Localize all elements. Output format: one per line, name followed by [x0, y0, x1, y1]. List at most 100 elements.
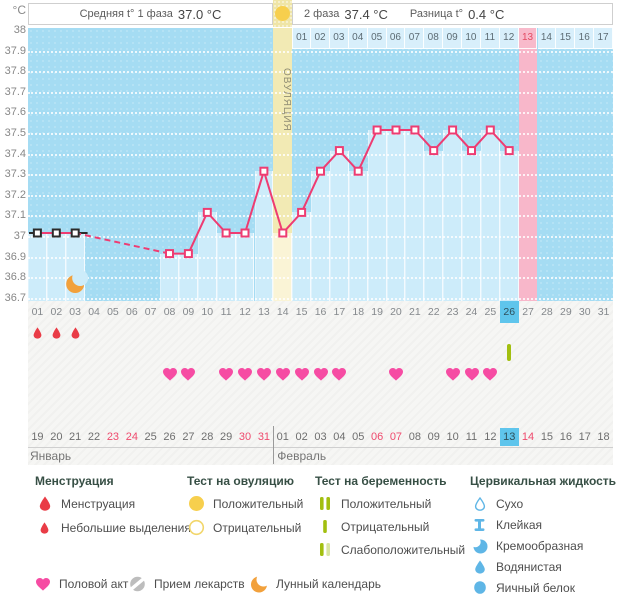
cycle-day-cell-04[interactable]: 04	[88, 306, 100, 318]
calendar-date-Январь-27[interactable]: 27	[182, 431, 195, 443]
calendar-date-Февраль-11[interactable]: 11	[465, 431, 478, 443]
cycle-day-cell-07[interactable]: 07	[144, 306, 157, 318]
cycle-day-cell-17[interactable]: 17	[333, 306, 346, 318]
phase2-label: 2 фаза	[304, 8, 340, 20]
calendar-date-Январь-21[interactable]: 21	[69, 431, 82, 443]
legend-item-cf-eggwhite: Яичный белок	[470, 579, 575, 596]
cycle-day-cell-25[interactable]: 25	[484, 306, 497, 318]
cycle-day-cell-09[interactable]: 09	[182, 306, 195, 318]
day-column-fill	[424, 150, 444, 301]
dpo-cell-01: 01	[292, 28, 312, 49]
calendar-date-Февраль-12[interactable]: 12	[484, 431, 497, 443]
temp-point-day-2[interactable]	[51, 228, 61, 238]
calendar-date-Февраль-18[interactable]: 18	[597, 431, 610, 443]
cycle-day-cell-11[interactable]: 11	[220, 306, 232, 318]
calendar-date-Февраль-02[interactable]: 02	[295, 431, 308, 443]
legend-label: Слабоположительный	[341, 542, 466, 557]
temp-point-day-22[interactable]	[429, 146, 439, 156]
cycle-day-cell-19[interactable]: 19	[371, 306, 383, 318]
temp-point-day-9[interactable]	[183, 249, 193, 259]
y-axis-tick-37.9: 37.9	[4, 44, 26, 57]
cycle-day-cell-02[interactable]: 02	[50, 306, 63, 318]
cycle-day-cell-01[interactable]: 01	[31, 306, 44, 318]
cycle-day-cell-14[interactable]: 14	[276, 306, 289, 318]
cycle-day-cell-30[interactable]: 30	[578, 306, 591, 318]
temp-point-day-26[interactable]	[504, 146, 514, 156]
calendar-date-Январь-25[interactable]: 25	[144, 431, 157, 443]
calendar-date-Февраль-13[interactable]: 13	[499, 428, 519, 446]
calendar-date-Январь-28[interactable]: 28	[201, 431, 214, 443]
calendar-date-Февраль-07[interactable]: 07	[389, 431, 403, 443]
cycle-day-cell-10[interactable]: 10	[201, 306, 214, 318]
calendar-date-Февраль-14[interactable]: 14	[521, 431, 535, 443]
calendar-date-Февраль-16[interactable]: 16	[559, 431, 572, 443]
y-axis-tick-37: 37	[13, 230, 26, 242]
cycle-day-cell-28[interactable]: 28	[541, 306, 553, 318]
temp-point-day-1[interactable]	[32, 228, 42, 238]
calendar-date-Февраль-04[interactable]: 04	[333, 431, 346, 443]
calendar-date-Январь-22[interactable]: 22	[87, 431, 101, 443]
calendar-date-Февраль-09[interactable]: 09	[427, 431, 440, 443]
calendar-date-Февраль-06[interactable]: 06	[371, 431, 384, 443]
temp-point-day-15[interactable]	[297, 207, 307, 217]
temp-point-day-12[interactable]	[240, 228, 250, 238]
temp-point-day-11[interactable]	[221, 228, 231, 238]
cycle-day-cell-29[interactable]: 29	[559, 306, 572, 318]
day-column-fill	[329, 150, 349, 301]
temp-point-day-10[interactable]	[202, 207, 212, 217]
cycle-day-cell-03[interactable]: 03	[69, 306, 81, 318]
calendar-date-Январь-19[interactable]: 19	[31, 431, 44, 443]
cycle-day-cell-20[interactable]: 20	[390, 306, 402, 318]
calendar-date-Февраль-08[interactable]: 08	[408, 431, 421, 443]
cycle-day-cell-12[interactable]: 12	[239, 306, 251, 318]
temp-point-day-25[interactable]	[485, 125, 495, 135]
calendar-date-Январь-23[interactable]: 23	[106, 431, 120, 443]
intercourse-heart-icon	[275, 367, 291, 381]
calendar-date-Январь-20[interactable]: 20	[50, 431, 63, 443]
temp-point-day-16[interactable]	[316, 166, 325, 176]
calendar-date-Февраль-10[interactable]: 10	[446, 431, 459, 443]
cycle-day-cell-05[interactable]: 05	[107, 306, 119, 318]
cycle-day-cell-22[interactable]: 22	[427, 306, 440, 318]
temp-point-day-23[interactable]	[448, 125, 458, 135]
gridline-37.7	[28, 91, 613, 94]
calendar-separator-line	[28, 447, 613, 448]
calendar-date-Январь-30[interactable]: 30	[238, 431, 252, 443]
temp-point-day-19[interactable]	[372, 125, 382, 135]
cycle-day-cell-16[interactable]: 16	[314, 306, 327, 318]
dpo-cell-14: 14	[537, 28, 557, 49]
temp-point-day-13[interactable]	[259, 166, 269, 176]
intercourse-heart-icon	[180, 367, 196, 381]
cycle-day-cell-23[interactable]: 23	[446, 306, 459, 318]
temp-point-day-8[interactable]	[165, 249, 174, 259]
temp-point-day-18[interactable]	[353, 166, 363, 176]
calendar-date-Январь-24[interactable]: 24	[125, 431, 138, 443]
temp-point-day-24[interactable]	[467, 146, 476, 156]
calendar-date-Февраль-01[interactable]: 01	[276, 431, 289, 443]
temperature-chart-area: 01 02 03 04 05 06 07 08 09 10 11 12 13 14 15 16 17 ОВУЛЯЦ…	[28, 28, 613, 301]
cycle-day-cell-18[interactable]: 18	[352, 306, 365, 318]
cycle-day-cell-31[interactable]: 31	[597, 306, 610, 318]
cycle-day-cell-27[interactable]: 27	[522, 306, 534, 318]
calendar-date-Февраль-15[interactable]: 15	[540, 431, 554, 443]
cycle-day-cell-26[interactable]: 26	[499, 301, 519, 323]
cycle-day-cell-06[interactable]: 06	[125, 306, 138, 318]
y-axis-tick-38: 38	[13, 24, 26, 36]
calendar-date-Январь-29[interactable]: 29	[220, 431, 233, 443]
calendar-date-Февраль-05[interactable]: 05	[352, 431, 365, 443]
calendar-date-Февраль-17[interactable]: 17	[578, 431, 591, 443]
temp-point-day-17[interactable]	[334, 146, 344, 156]
temp-point-day-14[interactable]	[278, 228, 288, 238]
temp-point-day-20[interactable]	[391, 125, 401, 135]
cycle-day-cell-24[interactable]: 24	[465, 306, 478, 318]
calendar-date-Февраль-03[interactable]: 03	[314, 431, 327, 443]
calendar-date-Январь-26[interactable]: 26	[163, 431, 176, 443]
cycle-day-cell-08[interactable]: 08	[163, 306, 176, 318]
temp-point-day-21[interactable]	[410, 125, 420, 135]
cycle-day-cell-21[interactable]: 21	[408, 306, 421, 318]
legend-label: Положительный	[341, 496, 432, 511]
temp-point-day-3[interactable]	[70, 228, 80, 238]
calendar-date-Январь-31[interactable]: 31	[257, 431, 271, 443]
cycle-day-cell-15[interactable]: 15	[295, 306, 308, 318]
cycle-day-cell-13[interactable]: 13	[258, 306, 270, 318]
